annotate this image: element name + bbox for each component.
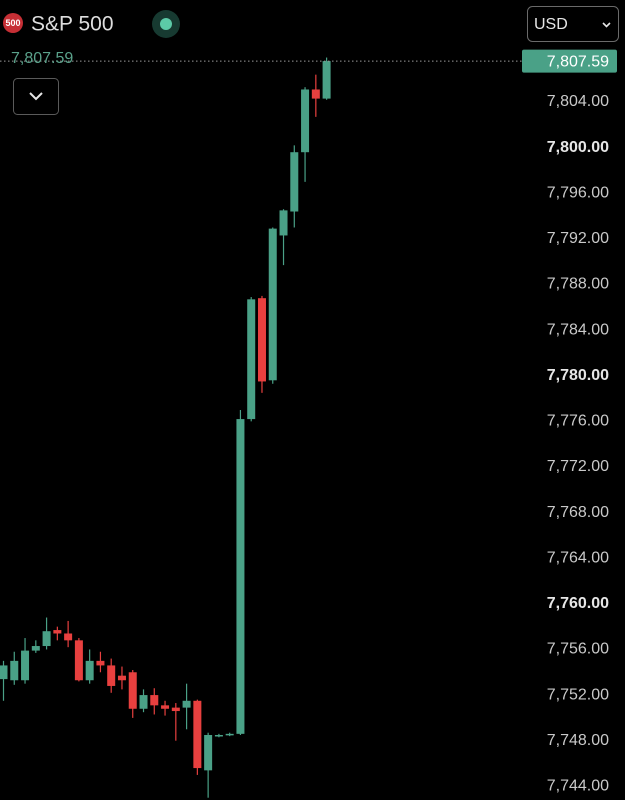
candle-body: [117, 675, 126, 681]
candle-body: [85, 660, 94, 681]
y-tick-label: 7,780.00: [547, 367, 609, 384]
candle-body: [150, 695, 159, 706]
candle-body: [96, 660, 105, 666]
chart-title: S&P 500: [31, 13, 114, 36]
currency-select-box[interactable]: [527, 6, 619, 42]
badge-text: 500: [5, 18, 20, 28]
last-price-text: 7,807.59: [11, 50, 73, 67]
y-tick-label: 7,768.00: [547, 504, 609, 521]
candle-body: [53, 630, 62, 634]
candle-body: [74, 640, 83, 681]
badge-icon: [3, 13, 23, 33]
candle-body: [171, 707, 180, 712]
select-chevron[interactable]: [602, 22, 611, 28]
candle-body: [128, 672, 137, 709]
y-tick-label: 7,748.00: [547, 732, 609, 749]
candle-body: [279, 210, 288, 236]
y-tick-label: 7,760.00: [547, 595, 609, 612]
currency-label[interactable]: USD: [534, 16, 568, 33]
y-tick-label: 7,744.00: [547, 778, 609, 795]
candle-body: [182, 700, 191, 708]
candle-body: [64, 633, 73, 641]
candle-body: [21, 650, 30, 681]
candle-body: [42, 631, 51, 647]
last-price-tag: [522, 49, 617, 73]
candle-body: [322, 61, 331, 99]
candle-body: [139, 695, 148, 709]
expand-button-box[interactable]: [13, 78, 59, 115]
candle-body: [247, 299, 256, 420]
candle-body: [257, 298, 266, 382]
candle-body: [0, 665, 8, 680]
y-tick-label: 7,772.00: [547, 458, 609, 475]
candle-body: [214, 734, 223, 737]
candle-body: [10, 660, 19, 681]
y-tick-label: 7,784.00: [547, 321, 609, 338]
candle-body: [204, 734, 213, 771]
y-tick-label: 7,776.00: [547, 413, 609, 430]
y-tick-label: 7,796.00: [547, 184, 609, 201]
candle-body: [290, 152, 299, 212]
status-dot: [160, 18, 172, 30]
candle-body: [31, 646, 40, 651]
y-tick-label: 7,764.00: [547, 549, 609, 566]
candle-body: [311, 89, 320, 99]
candle-body: [193, 700, 202, 769]
y-tick-label: 7,756.00: [547, 641, 609, 658]
candle-body: [268, 228, 277, 381]
candle-body: [301, 89, 310, 153]
expand-chevron[interactable]: [29, 92, 43, 101]
last-price-tag-label: 7,807.59: [547, 53, 609, 70]
plot: 7,744.00 7,748.00 7,752.00 7,756.00 7,760.00…: [0, 49, 617, 798]
y-tick-label: 7,752.00: [547, 686, 609, 703]
y-tick-label: 7,788.00: [547, 276, 609, 293]
y-tick-label: 7,804.00: [547, 93, 609, 110]
currency-select[interactable]: USD: [527, 6, 619, 42]
expand-button[interactable]: [13, 78, 59, 115]
y-tick-label: 7,792.00: [547, 230, 609, 247]
y-tick-label: 7,800.00: [547, 139, 609, 156]
candle-body: [161, 705, 170, 709]
candle-body: [236, 419, 245, 734]
candle-body: [225, 733, 234, 736]
candle-body: [107, 665, 116, 686]
